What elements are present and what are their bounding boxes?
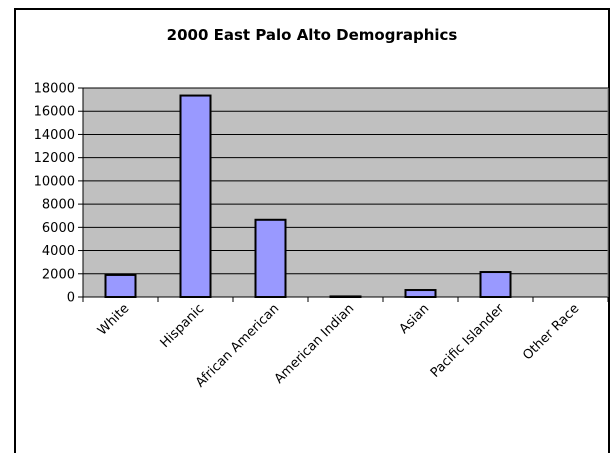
y-tick-label: 4000 bbox=[42, 244, 75, 259]
bar bbox=[404, 289, 437, 298]
y-tick-label: 2000 bbox=[42, 267, 75, 282]
x-tick-label: American Indian bbox=[272, 301, 358, 387]
plot-area bbox=[83, 88, 608, 297]
gridlines bbox=[83, 87, 608, 275]
y-tick-label: 0 bbox=[67, 291, 75, 306]
axes bbox=[82, 88, 609, 302]
bar bbox=[104, 273, 137, 299]
x-tick-label: White bbox=[95, 301, 132, 338]
y-tick-label: 6000 bbox=[42, 221, 75, 236]
chart-title: 2000 East Palo Alto Demographics bbox=[166, 26, 458, 44]
x-tick-label: Hispanic bbox=[158, 301, 208, 351]
bar bbox=[179, 94, 212, 298]
bar bbox=[479, 271, 512, 298]
y-tick-labels: 0 2000 4000 6000 8000 10000 12000 14000 16000 180… bbox=[34, 82, 83, 306]
bar bbox=[254, 218, 287, 299]
y-tick-label: 14000 bbox=[34, 128, 75, 143]
y-tick-label: 16000 bbox=[34, 105, 75, 120]
x-tick-label: Pacific Islander bbox=[428, 301, 508, 381]
x-tick-label: Asian bbox=[397, 301, 433, 337]
y-tick-label: 12000 bbox=[34, 151, 75, 166]
y-tick-label: 10000 bbox=[34, 174, 75, 189]
x-tick-label: Other Race bbox=[520, 301, 582, 363]
y-tick-label: 18000 bbox=[34, 82, 75, 97]
y-tick-label: 8000 bbox=[42, 198, 75, 213]
x-tick-label: African American bbox=[193, 301, 282, 390]
